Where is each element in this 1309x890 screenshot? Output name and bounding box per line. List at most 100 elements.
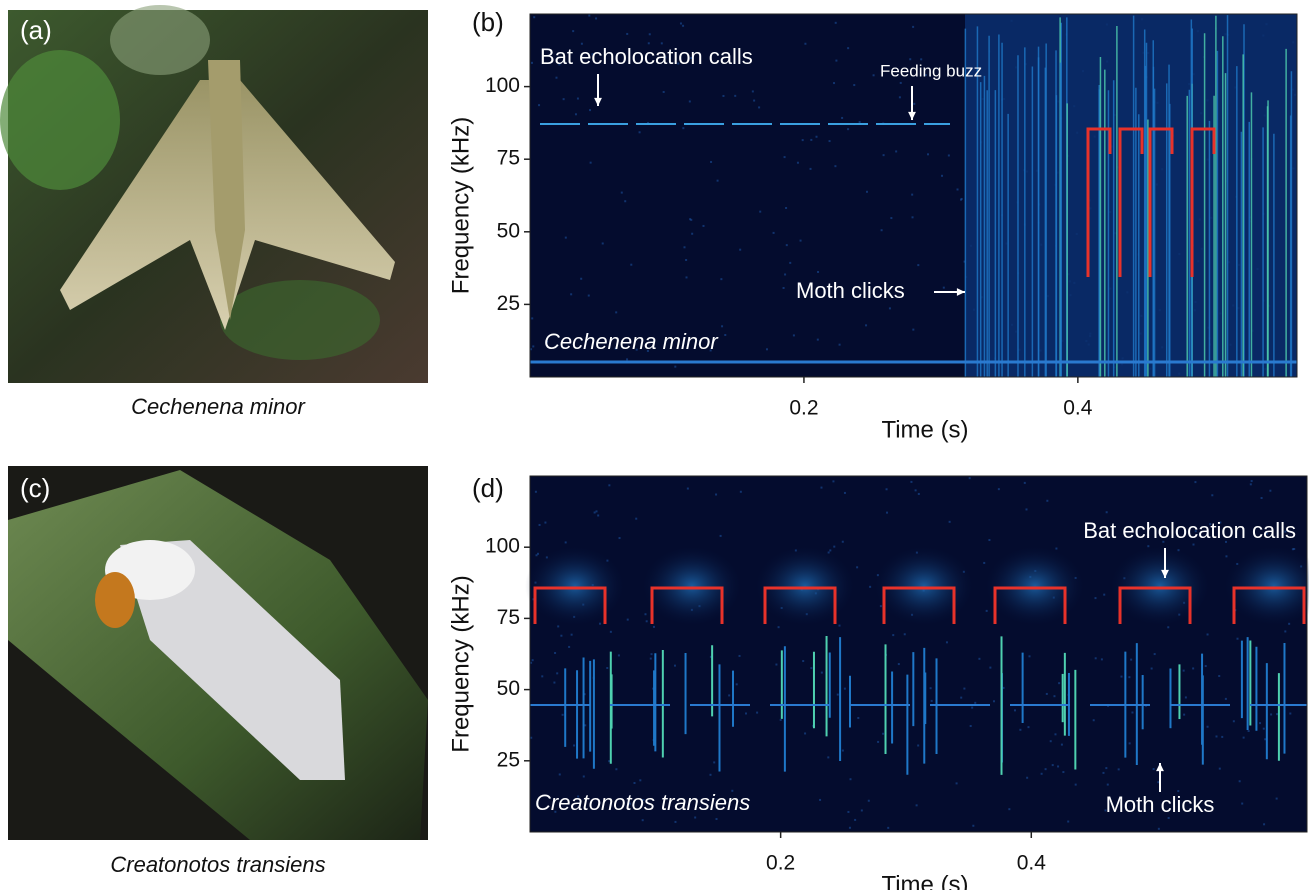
noise — [563, 98, 565, 100]
noise — [1105, 767, 1107, 769]
noise — [1205, 665, 1207, 667]
noise — [784, 273, 786, 275]
noise — [745, 712, 747, 714]
annotation: Feeding buzz — [880, 61, 982, 80]
noise — [910, 481, 912, 483]
noise — [1057, 765, 1059, 767]
noise — [1276, 798, 1278, 800]
noise — [912, 216, 914, 218]
noise — [646, 620, 648, 622]
noise — [626, 358, 628, 360]
noise — [599, 623, 601, 625]
call-glow — [525, 546, 625, 626]
noise — [651, 653, 653, 655]
species-label: Creatonotos transiens — [535, 790, 750, 815]
noise — [917, 744, 919, 746]
panel-label: (a) — [20, 15, 52, 45]
page: {"figure": { "photos": [ {"label": "(a)"… — [0, 0, 1309, 890]
noise — [584, 724, 586, 726]
noise — [930, 687, 932, 689]
noise — [970, 725, 972, 727]
call-glow — [985, 546, 1085, 626]
noise — [739, 655, 741, 657]
noise — [1008, 808, 1010, 810]
noise — [849, 827, 851, 829]
noise — [1157, 781, 1159, 783]
noise — [682, 25, 684, 27]
noise — [577, 98, 579, 100]
noise — [837, 694, 839, 696]
noise — [810, 667, 812, 669]
noise — [736, 683, 738, 685]
noise — [834, 165, 836, 167]
call-glow — [642, 546, 742, 626]
noise — [986, 610, 988, 612]
noise — [900, 82, 902, 84]
noise — [780, 719, 782, 721]
noise — [886, 512, 888, 514]
x-tick-label: 0.4 — [1063, 397, 1093, 420]
noise — [531, 62, 533, 64]
annotation: Bat echolocation calls — [1083, 518, 1296, 543]
call-glow — [755, 546, 855, 626]
noise — [1207, 726, 1209, 728]
noise — [918, 493, 920, 495]
noise — [1259, 722, 1261, 724]
noise — [573, 744, 575, 746]
noise — [565, 237, 567, 239]
noise — [1151, 668, 1153, 670]
noise — [912, 329, 914, 331]
noise — [538, 104, 540, 106]
noise — [1075, 784, 1077, 786]
noise — [717, 180, 719, 182]
noise — [1158, 828, 1160, 830]
noise — [594, 512, 596, 514]
noise — [588, 15, 590, 17]
noise — [915, 489, 917, 491]
noise — [1251, 480, 1253, 482]
noise — [753, 100, 755, 102]
noise — [1120, 676, 1122, 678]
noise — [1107, 784, 1109, 786]
y-tick-label: 25 — [497, 292, 520, 315]
noise — [1183, 670, 1185, 672]
noise — [1026, 777, 1028, 779]
noise — [829, 549, 831, 551]
noise — [724, 334, 726, 336]
noise — [689, 100, 691, 102]
noise — [931, 700, 933, 702]
noise — [1102, 772, 1104, 774]
noise — [856, 566, 858, 568]
noise — [1014, 709, 1016, 711]
noise — [1241, 803, 1243, 805]
y-tick-label: 100 — [485, 535, 520, 558]
noise — [832, 480, 834, 482]
noise — [557, 625, 559, 627]
noise — [1225, 555, 1227, 557]
noise — [963, 688, 965, 690]
noise — [783, 287, 785, 289]
noise — [1094, 597, 1096, 599]
noise — [847, 47, 849, 49]
noise — [739, 249, 741, 251]
noise — [861, 809, 863, 811]
noise — [1194, 481, 1196, 483]
noise — [758, 106, 760, 108]
noise — [531, 317, 533, 319]
y-tick-label: 25 — [497, 748, 520, 771]
noise — [887, 827, 889, 829]
noise — [819, 799, 821, 801]
noise — [710, 161, 712, 163]
noise — [784, 156, 786, 158]
noise — [877, 741, 879, 743]
noise — [1269, 490, 1271, 492]
noise — [1153, 768, 1155, 770]
noise — [785, 207, 787, 209]
noise — [565, 541, 567, 543]
noise — [941, 175, 943, 177]
noise — [1225, 698, 1227, 700]
noise — [1192, 667, 1194, 669]
noise — [1237, 638, 1239, 640]
noise — [734, 95, 736, 97]
noise — [786, 244, 788, 246]
